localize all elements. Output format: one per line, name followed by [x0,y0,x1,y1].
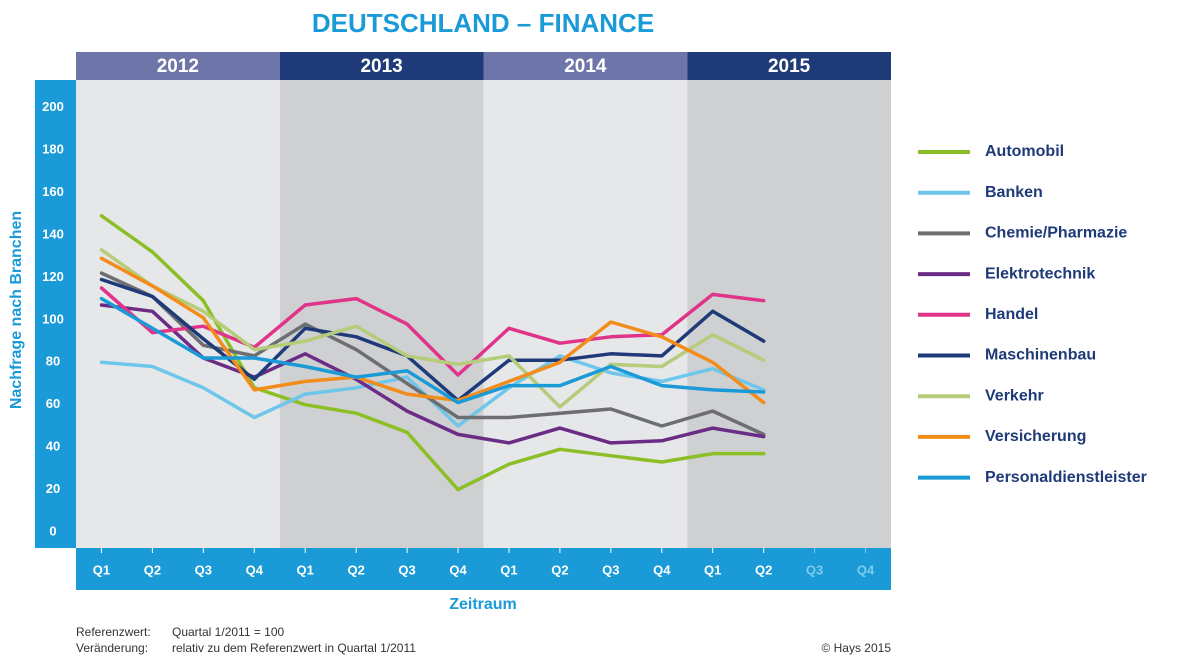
plot-band [687,80,891,548]
plot-band [76,80,280,548]
series-line [99,248,766,409]
y-axis-title: Nachfrage nach Branchen [8,211,25,409]
x-tick-label: Q2 [144,562,161,577]
x-tick-label: Q2 [551,562,568,577]
series-line [99,303,766,445]
source: © Hays 2015 [821,641,891,655]
year-label: 2012 [157,56,199,77]
y-tick-label: 80 [46,354,60,369]
x-tick-label: Q1 [93,562,110,577]
x-tick-label: Q1 [704,562,721,577]
y-tick-label: 120 [42,269,64,284]
x-tick-label: Q4 [246,562,264,577]
series-line [99,277,766,403]
legend-label: Automobil [985,143,1064,160]
y-tick-label: 200 [42,99,64,114]
y-tick-label: 60 [46,396,60,411]
legend-label: Verkehr [985,387,1044,404]
year-band [687,52,891,80]
plot-band [279,80,484,548]
x-axis-title: Zeitraum [449,596,517,613]
series-line [99,214,766,492]
legend-label: Chemie/Pharmazie [985,225,1127,242]
note-text: Quartal 1/2011 = 100 [172,625,285,639]
year-band [279,52,484,80]
series-line [99,296,766,405]
legend-label: Banken [985,184,1043,201]
x-tick-label: Q4 [857,562,875,577]
year-band [76,52,280,80]
y-tick-label: 180 [42,141,64,156]
y-axis-band [35,80,76,548]
x-tick-label: Q3 [806,562,823,577]
x-tick-label: Q1 [297,562,314,577]
legend-label: Maschinenbau [985,347,1096,364]
y-tick-label: 140 [42,226,64,241]
year-label: 2013 [360,56,402,77]
y-tick-label: 40 [46,439,60,454]
y-tick-label: 0 [49,524,56,539]
chart-title: DEUTSCHLAND – FINANCE [312,8,654,38]
x-tick-label: Q3 [602,562,619,577]
legend-label: Handel [985,306,1038,323]
y-tick-label: 160 [42,184,64,199]
x-tick-label: Q2 [755,562,772,577]
year-band [483,52,688,80]
x-tick-label: Q2 [347,562,364,577]
x-axis-band [76,548,891,590]
y-tick-label: 100 [42,311,64,326]
series-line [99,256,766,405]
plot-band [483,80,688,548]
note-label: Veränderung: [76,641,148,655]
x-tick-label: Q4 [653,562,671,577]
x-tick-label: Q1 [500,562,517,577]
x-tick-label: Q3 [398,562,415,577]
legend-label: Elektrotechnik [985,265,1095,282]
note-label: Referenzwert: [76,625,151,639]
legend-label: Personaldienstleister [985,469,1147,486]
y-tick-label: 20 [46,481,60,496]
legend-label: Versicherung [985,428,1086,445]
year-label: 2015 [768,56,811,77]
x-tick-label: Q3 [195,562,212,577]
note-text: relativ zu dem Referenzwert in Quartal 1… [172,641,416,655]
x-tick-label: Q4 [449,562,467,577]
year-label: 2014 [564,56,607,77]
